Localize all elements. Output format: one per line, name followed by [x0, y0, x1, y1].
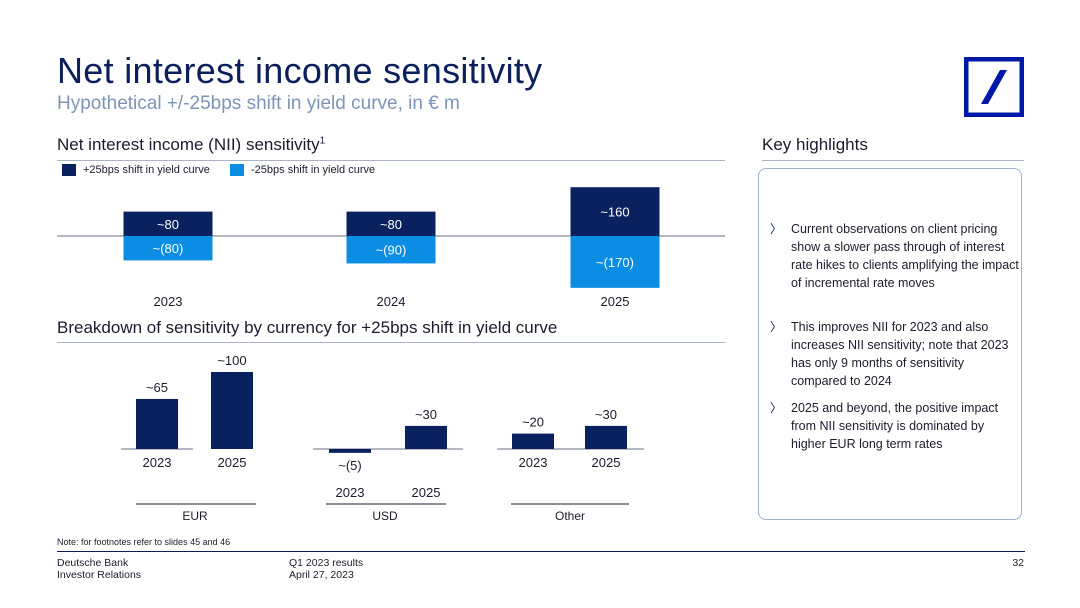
highlights-box — [758, 168, 1022, 520]
legend-item-plus: +25bps shift in yield curve — [62, 164, 210, 176]
bar-minus-25bps — [346, 236, 436, 264]
data-label-plus: ~80 — [380, 217, 402, 232]
currency-group-label: USD — [372, 509, 398, 523]
legend-label-minus: -25bps shift in yield curve — [251, 164, 376, 176]
nii-sensitivity-chart: ~80 ~(80) 2023 ~80 ~(90) 2024 ~160 ~(170) 2025 — [57, 187, 725, 309]
x-tick-label: 2025 — [412, 485, 441, 500]
data-label-minus: ~(90) — [376, 243, 407, 258]
data-label-plus: ~80 — [157, 217, 179, 232]
currency-bar — [136, 398, 178, 449]
nii-heading: Net interest income (NII) sensitivity1 — [57, 135, 325, 155]
x-tick-label: 2023 — [519, 455, 548, 470]
footer-rule — [57, 551, 1025, 552]
footer-report: Q1 2023 results — [289, 557, 364, 569]
x-tick-label: 2024 — [377, 294, 406, 309]
page-subtitle: Hypothetical +/-25bps shift in yield cur… — [57, 93, 460, 114]
footer-department: Investor Relations — [57, 569, 142, 581]
currency-bar — [211, 372, 253, 449]
bar-plus-25bps — [123, 211, 213, 236]
currency-breakdown-chart: ~65 2023 ~100 2025 EUR ~(5) 2023 ~30 2025 USD ~20 2… — [121, 353, 644, 523]
legend-swatch-minus — [230, 164, 244, 176]
x-tick-label: 2025 — [592, 455, 621, 470]
page-number: 32 — [1012, 557, 1024, 569]
currency-bar — [329, 449, 371, 453]
data-label: ~20 — [522, 415, 544, 430]
chevron-right-icon: 〉 — [770, 401, 783, 415]
bar-minus-25bps — [570, 236, 660, 288]
nii-heading-rule — [57, 160, 725, 161]
currency-group-label: EUR — [182, 509, 208, 523]
breakdown-heading-rule — [57, 342, 725, 343]
x-tick-label: 2023 — [336, 485, 365, 500]
footer-company: Deutsche Bank — [57, 557, 129, 569]
data-label: ~30 — [415, 407, 437, 422]
x-tick-label: 2025 — [601, 294, 630, 309]
highlight-text: Current observations on client pricing s… — [791, 222, 1019, 290]
x-tick-label: 2023 — [154, 294, 183, 309]
breakdown-heading: Breakdown of sensitivity by currency for… — [57, 318, 558, 337]
bar-plus-25bps — [346, 211, 436, 236]
footer-date: April 27, 2023 — [289, 569, 354, 581]
data-label: ~65 — [146, 380, 168, 395]
highlight-text: 2025 and beyond, the positive impact fro… — [791, 401, 999, 451]
currency-bar — [585, 425, 627, 449]
x-tick-label: 2023 — [143, 455, 172, 470]
highlights-heading-rule — [762, 160, 1024, 161]
data-label: ~30 — [595, 407, 617, 422]
data-label-minus: ~(80) — [153, 241, 184, 256]
legend-label-plus: +25bps shift in yield curve — [83, 164, 210, 176]
currency-bar — [405, 425, 447, 449]
data-label: ~100 — [217, 353, 246, 368]
page-title: Net interest income sensitivity — [57, 50, 543, 91]
bar-minus-25bps — [123, 236, 213, 261]
currency-bar — [512, 433, 554, 449]
highlight-item: 〉 Current observations on client pricing… — [770, 220, 1020, 292]
highlight-item: 〉 2025 and beyond, the positive impact f… — [770, 399, 1020, 453]
legend-item-minus: -25bps shift in yield curve — [230, 164, 375, 176]
data-label-minus: ~(170) — [596, 255, 634, 270]
chevron-right-icon: 〉 — [770, 320, 783, 334]
highlight-text: This improves NII for 2023 and also incr… — [791, 320, 1009, 388]
footnote-marker: 1 — [319, 135, 326, 147]
nii-heading-text: Net interest income (NII) sensitivity — [57, 135, 320, 154]
bar-plus-25bps — [570, 187, 660, 236]
data-label: ~(5) — [338, 458, 361, 473]
highlights-heading: Key highlights — [762, 135, 868, 154]
deutsche-bank-logo — [964, 57, 1024, 117]
highlight-item: 〉 This improves NII for 2023 and also in… — [770, 318, 1020, 390]
legend-swatch-plus — [62, 164, 76, 176]
data-label-plus: ~160 — [600, 205, 629, 220]
currency-group-label: Other — [555, 509, 585, 523]
x-tick-label: 2025 — [218, 455, 247, 470]
footnote-note: Note: for footnotes refer to slides 45 a… — [57, 537, 231, 547]
chevron-right-icon: 〉 — [770, 222, 783, 236]
